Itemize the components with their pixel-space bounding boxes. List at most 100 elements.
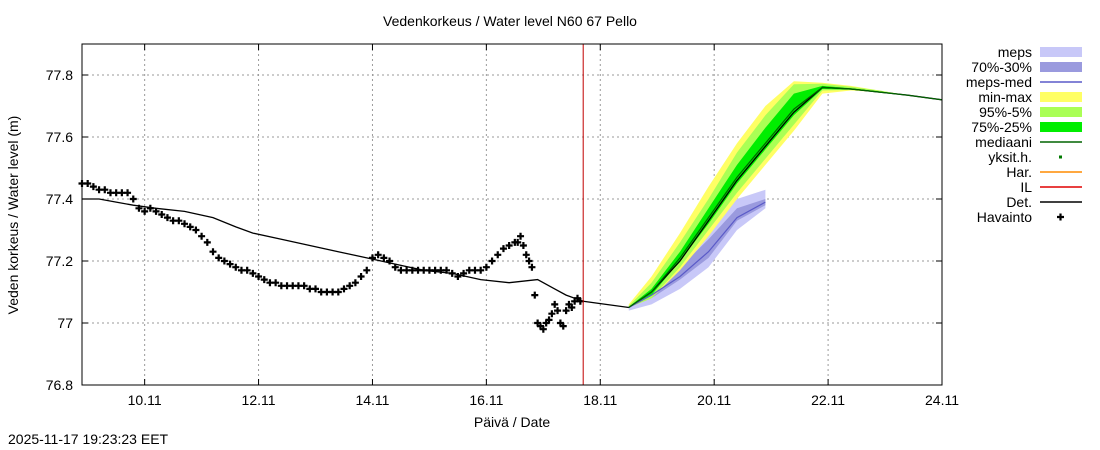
x-axis-label: Päivä / Date [474, 414, 550, 430]
observation-point [514, 238, 522, 246]
observation-point [448, 269, 456, 277]
x-tick-label: 12.11 [242, 392, 276, 408]
observation-point [129, 195, 137, 203]
observation-point [482, 263, 490, 271]
legend-swatch-min-max [1040, 92, 1082, 102]
observation-point [363, 266, 371, 274]
legend-label: Det. [1006, 194, 1032, 210]
observation-point [525, 257, 533, 265]
observation-point [141, 207, 149, 215]
y-tick-label: 77.8 [46, 67, 73, 83]
observation-point [84, 180, 92, 187]
legend-label: min-max [978, 89, 1032, 105]
y-tick-label: 77.2 [46, 253, 73, 269]
observation-point [548, 310, 556, 318]
legend-swatch-95-5 [1040, 107, 1082, 117]
band-95-5 [628, 83, 942, 308]
legend-label: 95%-5% [979, 104, 1032, 120]
observation-point [163, 214, 171, 222]
observation-point [192, 226, 200, 234]
x-tick-label: 16.11 [469, 392, 503, 408]
observation-point [505, 242, 513, 249]
observation-point [334, 288, 342, 296]
y-tick-label: 76.8 [46, 377, 73, 393]
observation-point [340, 285, 348, 293]
legend-label: 70%-30% [971, 59, 1032, 75]
observation-point [124, 189, 132, 197]
legend-label: IL [1020, 179, 1032, 195]
y-tick-label: 77 [57, 315, 73, 331]
observation-point [89, 183, 97, 191]
observation-point [488, 257, 496, 265]
axis-ticks: 76.8 77 77.2 77.4 77.6 77.8 10.11 12.11 14.11 16.… [46, 44, 959, 408]
legend-swatch-yksit-h [1059, 155, 1062, 159]
observation-point [243, 266, 251, 274]
observation-point [559, 322, 567, 330]
observation-point [517, 232, 525, 240]
observation-point [528, 263, 536, 271]
observation-point [545, 316, 553, 324]
observation-point [249, 269, 257, 277]
observation-point [519, 242, 527, 249]
x-tick-label: 18.11 [583, 392, 617, 408]
observation-point [539, 325, 547, 333]
legend-label: yksit.h. [988, 149, 1032, 165]
x-tick-label: 20.11 [697, 392, 731, 408]
legend-label: Har. [1006, 164, 1032, 180]
legend-swatch-havainto [1057, 213, 1064, 221]
observation-point [477, 266, 485, 274]
observation-point [551, 300, 559, 308]
legend-label: mediaani [975, 134, 1032, 150]
x-tick-label: 14.11 [355, 392, 389, 408]
observation-point [368, 254, 376, 262]
observation-point [226, 260, 234, 268]
chart-title: Vedenkorkeus / Water level N60 67 Pello [383, 13, 637, 29]
legend: meps70%-30%meps-medmin-max95%-5%75%-25%m… [966, 44, 1082, 225]
observation-point [351, 279, 359, 287]
observation-point [175, 217, 183, 225]
observation-point [158, 211, 166, 218]
observation-point [568, 304, 576, 311]
observation-point [357, 273, 365, 280]
observation-point [374, 251, 382, 259]
x-tick-label: 10.11 [128, 392, 162, 408]
observation-markers [78, 180, 584, 333]
y-tick-label: 77.6 [46, 129, 73, 145]
x-tick-label: 22.11 [811, 392, 845, 408]
observation-point [152, 207, 160, 215]
line-det [82, 86, 943, 309]
observation-point [346, 282, 354, 290]
observation-point [460, 269, 468, 277]
observation-point [522, 251, 530, 259]
observation-point [186, 223, 194, 231]
observation-point [554, 307, 562, 315]
legend-swatch-70-30 [1040, 62, 1082, 72]
observation-point [220, 257, 228, 265]
observation-point [232, 263, 240, 271]
line-mediaani [628, 86, 943, 308]
observation-point [499, 245, 507, 253]
observation-point [576, 297, 584, 305]
series-lines [82, 86, 943, 309]
observation-point [272, 279, 280, 287]
observation-point [494, 251, 502, 259]
observation-point [391, 263, 399, 271]
legend-label: Havainto [977, 209, 1032, 225]
observation-point [312, 285, 320, 293]
observation-point [215, 254, 223, 262]
plot-frame [81, 43, 943, 386]
legend-swatch-75-25 [1040, 122, 1082, 132]
legend-label: 75%-25% [971, 119, 1032, 135]
timestamp: 2025-11-17 19:23:23 EET [8, 431, 169, 447]
observation-point [380, 254, 388, 262]
line-meps-med [628, 201, 766, 309]
observation-point [198, 232, 206, 240]
observation-point [454, 273, 462, 280]
observation-point [181, 220, 189, 228]
observation-point [255, 273, 263, 280]
grid-layer [82, 44, 942, 385]
forecast-bands [628, 81, 942, 311]
y-tick-label: 77.4 [46, 191, 73, 207]
observation-point [531, 291, 539, 299]
